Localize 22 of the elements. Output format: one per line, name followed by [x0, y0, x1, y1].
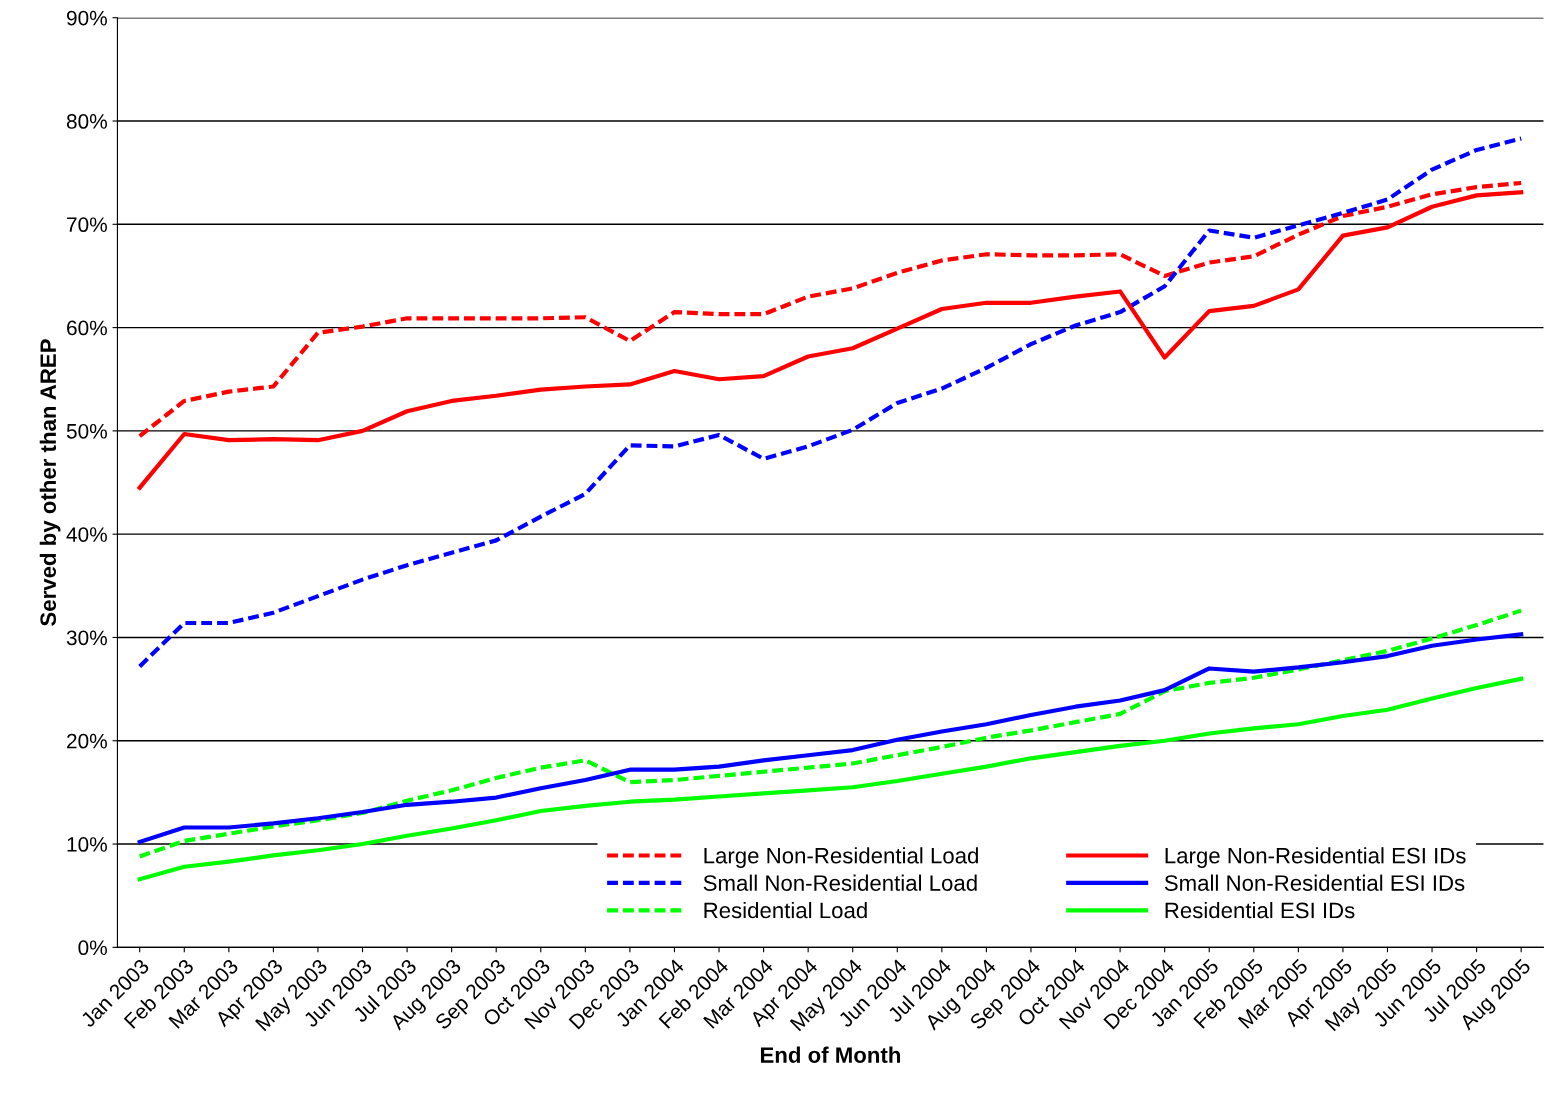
line-series [137, 190, 1524, 490]
line-series [137, 632, 1524, 845]
y-tick-label: 90% [66, 10, 107, 26]
y-tick-label: 20% [67, 733, 107, 749]
legend-label: Large Non-Residential Load [704, 847, 978, 868]
legend-label: Small Non-Residential ESI IDs [1164, 874, 1465, 891]
y-tick-label: 0% [78, 940, 107, 956]
legend-label: Large Non-Residential ESI IDs [1165, 847, 1466, 868]
y-tick-label: 60% [67, 320, 107, 336]
x-axis-title: End of Month [760, 1046, 901, 1063]
legend-label: Residential Load [704, 901, 867, 919]
legend-label: Residential ESI IDs [1165, 901, 1355, 919]
y-tick-label: 70% [67, 217, 107, 233]
y-tick-label: 40% [66, 527, 107, 542]
y-tick-label: 30% [66, 630, 107, 646]
y-axis-title: Served by other than AREP [39, 339, 61, 626]
y-tick-label: 50% [66, 423, 107, 439]
legend-label: Small Non-Residential Load [703, 874, 977, 891]
line-series [137, 136, 1524, 669]
y-tick-label: 80% [66, 114, 107, 129]
y-tick-label: 10% [67, 837, 107, 852]
line-series [137, 180, 1524, 439]
